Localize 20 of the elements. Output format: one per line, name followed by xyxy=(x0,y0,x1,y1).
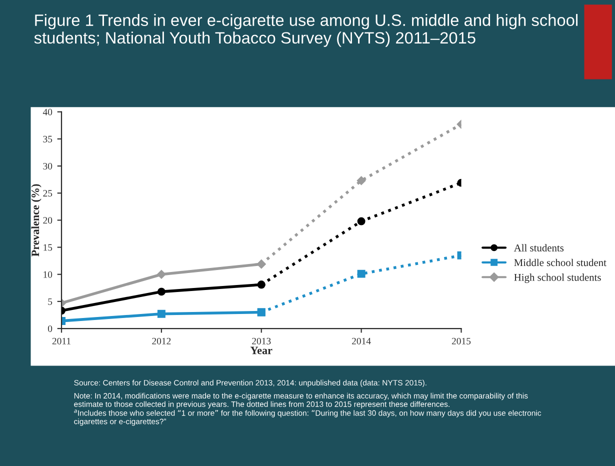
y-axis-title: Prevalence (%) xyxy=(31,184,42,256)
x-tick-label: 2015 xyxy=(452,338,471,344)
x-tick-label: 2011 xyxy=(52,338,70,344)
legend-label: All students xyxy=(514,244,564,252)
y-tick-label: 30 xyxy=(43,162,52,170)
y-tick-label: 40 xyxy=(42,108,52,116)
x-tick-label: 2012 xyxy=(152,338,171,344)
chart-title: Figure 1 Trends in ever e-cigarette use among U.S. middle and high school students; National Youth Tobacco Survey (NYTS) 2011–2015 xyxy=(34,14,578,47)
x-tick-label: 2013 xyxy=(252,338,271,344)
y-tick-label: 15 xyxy=(44,244,52,251)
y-tick-label: 10 xyxy=(44,271,52,278)
y-tick-label: 0 xyxy=(48,325,52,332)
legend-label: Middle school student xyxy=(514,258,606,266)
y-tick-label: 25 xyxy=(43,190,52,197)
x-tick-label: 2014 xyxy=(352,338,371,344)
legend-label: High school students xyxy=(514,274,601,284)
y-tick-label: 5 xyxy=(48,298,52,305)
y-tick-label: 35 xyxy=(43,136,52,142)
x-axis-title: Year xyxy=(250,346,272,354)
y-tick-label: 20 xyxy=(43,217,52,224)
